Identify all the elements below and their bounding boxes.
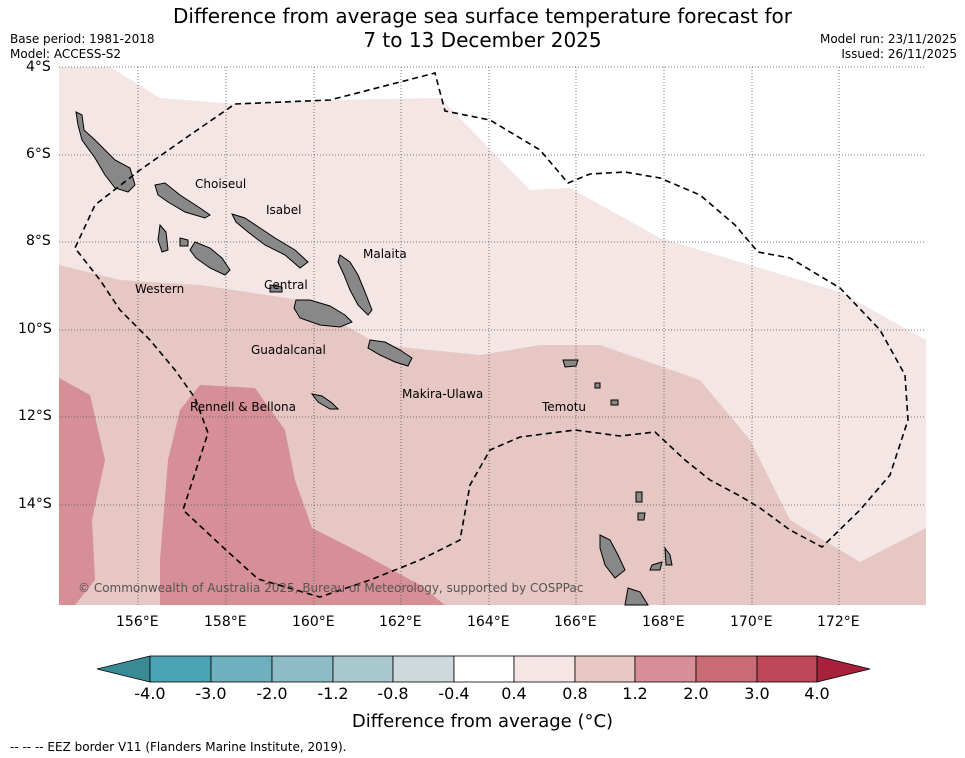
eez-border: [74, 72, 909, 598]
lat-label: 12°S: [18, 408, 52, 424]
eez-legend-note: -- -- -- EEZ border V11 (Flanders Marine…: [10, 740, 347, 754]
colorbar-tick: -0.8: [377, 684, 409, 703]
lon-label: 164°E: [467, 614, 510, 630]
model-name: Model: ACCESS-S2: [10, 47, 122, 61]
colorbar-segment: [271, 655, 334, 683]
lon-label: 156°E: [116, 614, 159, 630]
island-vanuatu-2: [664, 546, 673, 566]
place-label-western: Western: [135, 282, 185, 296]
lon-label: 168°E: [642, 614, 685, 630]
colorbar-under-arrow: [96, 655, 151, 683]
island-small-5: [637, 512, 646, 521]
colorbar-tick: -1.2: [317, 684, 349, 703]
island-small-1: [179, 237, 189, 247]
island-vanuatu-1: [599, 534, 626, 579]
colorbar-tick: -0.4: [438, 684, 470, 703]
colorbar-segment: [210, 655, 273, 683]
island-choiseul-area: [75, 111, 136, 193]
colorbar-tick: -3.0: [195, 684, 227, 703]
anomaly-zone-1.2-2.0-west: [59, 378, 105, 605]
lat-label: 8°S: [26, 233, 51, 249]
graticule: [59, 66, 926, 605]
place-label-guadalcanal: Guadalcanal: [251, 343, 326, 357]
anomaly-zone-neutral: [110, 67, 926, 340]
colorbar-tick: 0.8: [562, 684, 588, 703]
place-label-temotu: Temotu: [542, 400, 587, 414]
colorbar-segment: [513, 655, 576, 683]
colorbar-segment: [332, 655, 394, 683]
island-small-3: [610, 399, 619, 406]
chart-title-line1: Difference from average sea surface temp…: [172, 4, 792, 28]
island-vella: [157, 223, 169, 253]
colorbar-segment: [453, 655, 515, 683]
model-run: Model run: 23/11/2025: [819, 32, 957, 46]
copyright-notice: © Commonwealth of Australia 2025, Bureau…: [78, 581, 584, 595]
place-label-choiseul: Choiseul: [195, 177, 247, 191]
place-label-makira-ulawa: Makira-Ulawa: [402, 387, 484, 401]
island-central: [269, 284, 283, 293]
islands: [75, 111, 673, 606]
island-new-georgia: [189, 241, 231, 276]
place-label-central: Central: [264, 278, 308, 292]
colorbar-tick: 3.0: [744, 684, 770, 703]
island-santa-cruz: [562, 359, 579, 368]
colorbar-tick: 0.4: [501, 684, 527, 703]
colorbar-segment: [392, 655, 455, 683]
place-label-rennell-bellona: Rennell & Bellona: [190, 400, 297, 414]
lon-label: 170°E: [730, 614, 773, 630]
lat-label: 14°S: [18, 496, 52, 512]
island-rennell: [310, 393, 340, 410]
colorbar-tick: 1.2: [622, 684, 648, 703]
island-choiseul: [154, 182, 211, 219]
island-guadalcanal: [293, 299, 353, 328]
place-label-malaita: Malaita: [363, 247, 407, 261]
chart-title-line2: 7 to 13 December 2025: [363, 28, 602, 52]
issued-date: Issued: 26/11/2025: [841, 47, 957, 61]
lon-label: 162°E: [379, 614, 422, 630]
colorbar-label: Difference from average (°C): [351, 711, 614, 732]
island-malaita: [337, 254, 373, 316]
colorbar-segment: [756, 655, 818, 683]
colorbar-over-arrow: [816, 655, 871, 683]
island-small-4: [635, 491, 643, 503]
colorbar-tick: 4.0: [804, 684, 830, 703]
island-small-2: [594, 382, 601, 389]
lon-label: 158°E: [204, 614, 247, 630]
island-isabel: [231, 213, 309, 269]
colorbar-segment: [574, 655, 636, 683]
place-label-isabel: Isabel: [266, 203, 302, 217]
lon-label: 160°E: [292, 614, 335, 630]
lat-label: 4°S: [26, 59, 51, 75]
colorbar-tick: -2.0: [256, 684, 288, 703]
colorbar: [96, 655, 871, 683]
colorbar-segment: [149, 655, 212, 683]
lat-label: 10°S: [18, 321, 52, 337]
lat-label: 6°S: [26, 146, 51, 162]
lon-label: 172°E: [817, 614, 860, 630]
colorbar-tick: -4.0: [134, 684, 166, 703]
colorbar-tick: 2.0: [683, 684, 709, 703]
island-vanuatu-3: [649, 561, 663, 571]
lon-label: 166°E: [554, 614, 597, 630]
island-vanuatu-4: [624, 587, 649, 606]
island-makira: [367, 339, 413, 367]
base-period: Base period: 1981-2018: [10, 32, 155, 46]
anomaly-zone-1.2-2.0-south: [160, 385, 445, 605]
colorbar-segment: [634, 655, 697, 683]
colorbar-segment: [695, 655, 758, 683]
